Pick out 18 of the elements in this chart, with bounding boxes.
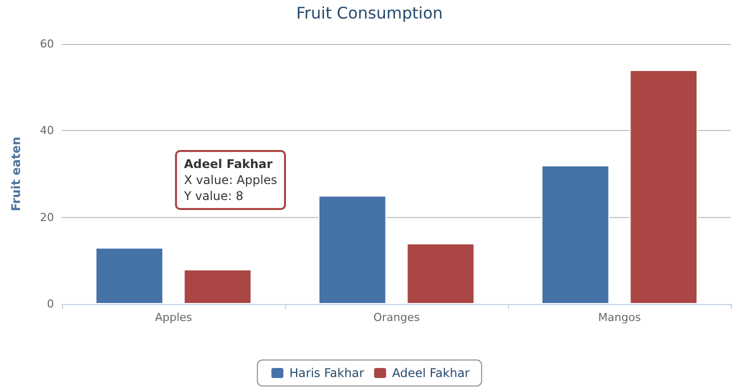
x-tick-label: Apples — [154, 311, 192, 324]
bar — [541, 165, 610, 304]
legend-label: Haris Fakhar — [289, 366, 364, 380]
bar — [406, 243, 475, 304]
y-tick-label: 40 — [40, 124, 54, 138]
annotation: Adeel Fakhar X value: Apples Y value: 8 — [175, 150, 286, 210]
y-axis-title: Fruit eaten — [9, 136, 23, 212]
bar — [95, 248, 164, 304]
y-tick-label: 60 — [40, 38, 54, 50]
y-tick-label: 0 — [47, 298, 54, 310]
legend-label: Adeel Fakhar — [392, 366, 470, 380]
bar — [630, 70, 698, 304]
x-tick-label: Oranges — [373, 311, 420, 324]
chart-title: Fruit Consumption — [296, 4, 443, 22]
x-tick-label: Mangos — [598, 311, 642, 324]
bar — [184, 269, 252, 304]
bar — [318, 196, 386, 304]
y-tick-label: 20 — [40, 210, 54, 224]
